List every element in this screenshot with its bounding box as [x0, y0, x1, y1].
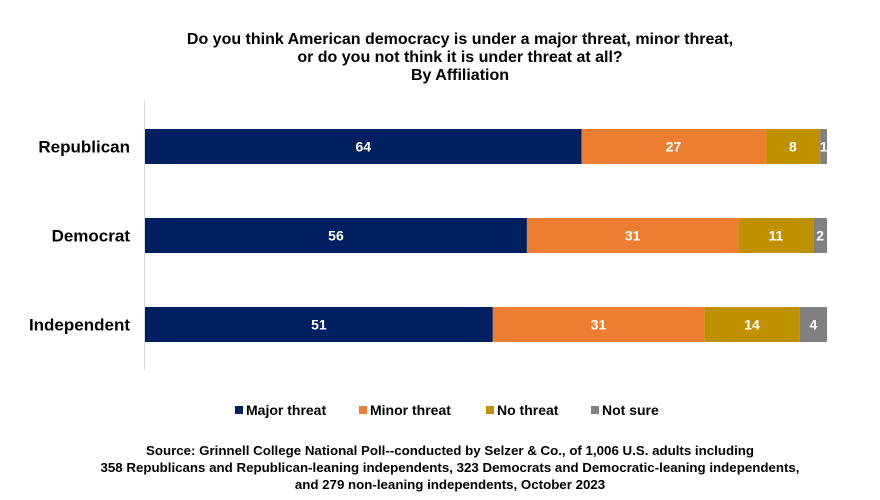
data-label: 14 [744, 317, 760, 333]
data-label: 11 [768, 228, 783, 244]
bar-segment [526, 218, 739, 253]
source-line: and 279 non-leaning independents, Octobe… [294, 477, 606, 492]
legend-swatch [486, 406, 494, 414]
legend-label: No threat [497, 402, 559, 418]
data-label: 27 [666, 139, 682, 155]
title-line: By Affiliation [410, 67, 510, 84]
bar-segment [581, 129, 766, 164]
data-label: 31 [591, 317, 607, 333]
legend-swatch [235, 406, 243, 414]
legend-label: Not sure [602, 402, 659, 418]
source-line: 358 Republicans and Republican-leaning i… [100, 460, 800, 475]
data-label: 2 [816, 228, 824, 244]
data-label: 1 [820, 139, 828, 155]
source-note: Source: Grinnell College National Poll--… [0, 442, 880, 493]
bar-segment [799, 307, 827, 342]
bar-segment [492, 307, 705, 342]
bar-segment [820, 129, 827, 164]
bar-segment [813, 218, 827, 253]
chart-title: Do you think American democracy is under… [0, 31, 880, 85]
title-line: or do you not think it is under threat a… [297, 49, 623, 66]
bar-segment [145, 307, 493, 342]
bar-segment [765, 129, 821, 164]
source-line: Source: Grinnell College National Poll--… [145, 443, 755, 458]
legend-swatch [591, 406, 599, 414]
legend-label: Major threat [246, 402, 326, 418]
legend-swatch [359, 406, 367, 414]
legend-label: Minor threat [370, 402, 451, 418]
bar-segment [738, 218, 814, 253]
data-label: 4 [809, 317, 817, 333]
data-label: 64 [355, 139, 371, 155]
title-line: Do you think American democracy is under… [186, 31, 734, 48]
category-label: Republican [38, 138, 130, 157]
bar-segment [704, 307, 800, 342]
bar-segment [145, 129, 582, 164]
data-label: 8 [789, 139, 797, 155]
data-label: 51 [311, 317, 327, 333]
category-label: Independent [29, 316, 130, 335]
category-label: Democrat [52, 227, 131, 246]
data-label: 56 [328, 228, 344, 244]
data-label: 31 [625, 228, 641, 244]
bar-segment [145, 218, 527, 253]
